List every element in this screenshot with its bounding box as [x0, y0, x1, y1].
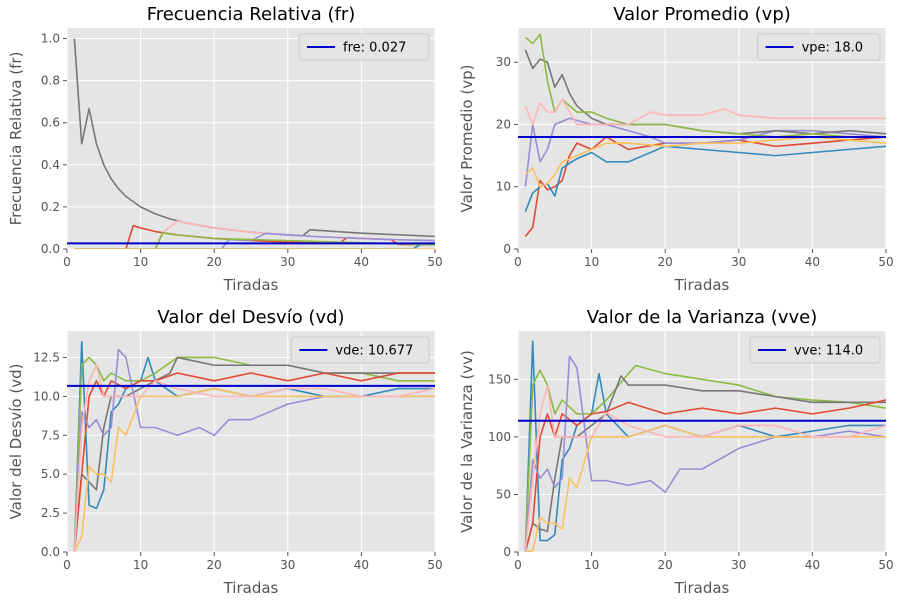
y-tick-label: 0.0 [41, 545, 60, 559]
x-tick-label: 20 [207, 255, 222, 269]
x-axis-label: Tiradas [223, 579, 279, 597]
x-tick-label: 40 [354, 255, 369, 269]
x-tick-label: 50 [427, 255, 442, 269]
y-tick-label: 150 [488, 372, 511, 386]
x-tick-label: 50 [427, 558, 442, 572]
y-tick-label: 0.0 [41, 242, 60, 256]
series-line-3 [524, 375, 886, 552]
y-tick-label: 0 [503, 242, 511, 256]
series-line-7 [524, 385, 886, 552]
chart-title: Valor del Desvío (vd) [157, 307, 344, 328]
y-tick-label: 0.2 [41, 200, 60, 214]
x-tick-label: 20 [658, 255, 673, 269]
x-tick-label: 10 [584, 255, 599, 269]
y-tick-label: 50 [496, 487, 511, 501]
x-axis-label: Tiradas [223, 276, 279, 294]
series-line-1 [524, 136, 886, 238]
y-axis-label: Valor de la Varianza (vv) [458, 350, 476, 533]
x-tick-label: 0 [514, 558, 522, 572]
y-tick-label: 20 [496, 117, 511, 131]
series-line-5 [73, 348, 435, 552]
series-line-7 [524, 98, 886, 126]
x-axis-label: Tiradas [674, 276, 730, 294]
series-line-6 [524, 33, 886, 138]
y-axis-label: Valor Promedio (vp) [458, 65, 476, 213]
series-line-6 [73, 387, 435, 552]
x-tick-label: 50 [878, 255, 893, 269]
series-line-6 [525, 424, 886, 552]
x-tick-label: 30 [280, 558, 295, 572]
y-tick-label: 0.8 [41, 74, 60, 88]
series-line-7 [73, 364, 435, 552]
y-tick-label: 0 [503, 545, 511, 559]
legend-label: vpe: 18.0 [802, 41, 863, 56]
series-line-4 [524, 49, 886, 135]
series-line-5 [524, 136, 886, 188]
series-group [524, 33, 886, 238]
legend-label: fre: 0.027 [343, 41, 406, 56]
series-line-6 [74, 231, 435, 249]
y-tick-label: 30 [496, 55, 511, 69]
chart-vv: 0 10 20 30 40 50 0 50 100 150 Valor de la Varianza… [458, 307, 894, 597]
chart-title: Valor Promedio (vp) [613, 4, 791, 25]
series-line-5 [524, 355, 886, 552]
y-tick-label: 10.0 [33, 389, 60, 403]
chart-vd: 0 10 20 30 40 50 0.0 2.5 5.0 7.5 10.0 12.5 Valor del… [7, 307, 443, 597]
legend-box [290, 336, 430, 364]
x-tick-label: 0 [63, 255, 71, 269]
x-tick-label: 20 [207, 558, 222, 572]
legend-box [749, 336, 881, 364]
x-tick-label: 30 [731, 558, 746, 572]
x-tick-label: 20 [658, 558, 673, 572]
legend-box [757, 33, 881, 61]
y-axis-label: Valor del Desvío (vd) [7, 364, 25, 520]
y-tick-label: 0.4 [41, 158, 60, 172]
x-tick-label: 10 [584, 558, 599, 572]
chart-title: Frecuencia Relativa (fr) [147, 4, 356, 25]
plot-area [67, 331, 435, 552]
y-tick-label: 12.5 [33, 350, 60, 364]
x-tick-label: 40 [354, 558, 369, 572]
series-line-3 [73, 356, 435, 552]
legend-label: vde: 10.677 [335, 344, 413, 359]
y-tick-label: 2.5 [41, 506, 60, 520]
x-tick-label: 50 [878, 558, 893, 572]
y-tick-label: 10 [496, 180, 511, 194]
x-tick-label: 40 [805, 558, 820, 572]
series-group [73, 341, 435, 552]
series-group [73, 38, 435, 249]
series-line-3 [524, 117, 886, 187]
legend-box [298, 33, 430, 61]
y-tick-label: 5.0 [41, 467, 60, 481]
y-tick-label: 1.0 [41, 32, 60, 46]
chart-vp: 0 10 20 30 40 50 0 10 20 30 Valor Promedio (vp) Tir… [458, 4, 894, 294]
x-tick-label: 30 [731, 255, 746, 269]
x-tick-label: 0 [63, 558, 71, 572]
x-tick-label: 0 [514, 255, 522, 269]
plot-area [67, 28, 435, 249]
chart-title: Valor de la Varianza (vve) [587, 307, 817, 328]
chart-fr: 0 10 20 30 40 50 0.0 0.2 0.4 0.6 0.8 1.0 Frecuencia … [7, 4, 443, 294]
plot-area [518, 331, 886, 552]
legend-label: vve: 114.0 [794, 344, 863, 359]
x-tick-label: 30 [280, 255, 295, 269]
y-tick-label: 7.5 [41, 428, 60, 442]
x-axis-label: Tiradas [674, 579, 730, 597]
y-axis-label: Frecuencia Relativa (fr) [7, 52, 25, 226]
x-tick-label: 40 [805, 255, 820, 269]
y-tick-label: 0.6 [41, 116, 60, 130]
x-tick-label: 10 [133, 558, 148, 572]
x-tick-label: 10 [133, 255, 148, 269]
y-tick-label: 100 [488, 430, 511, 444]
